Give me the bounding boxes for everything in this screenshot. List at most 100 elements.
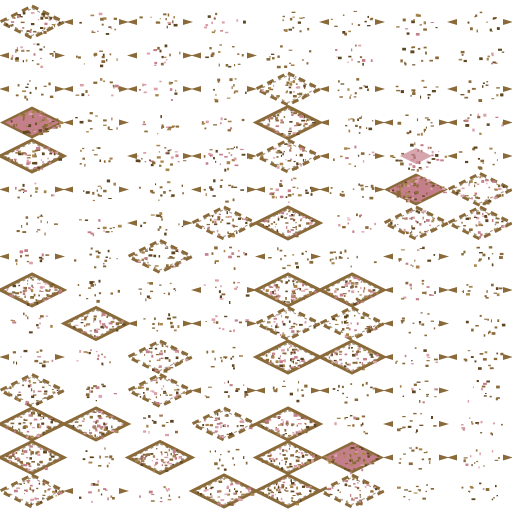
dirt-speck [419,424,424,426]
dirt-speck [11,320,15,322]
dirt-speck [411,227,416,230]
dirt-speck [311,122,313,125]
dirt-speck [32,129,34,132]
dirt-speck [412,322,415,324]
dirt-speck [371,354,373,358]
dirt-speck [166,489,170,491]
dirt-speck [149,249,154,251]
dirt-speck [165,488,167,490]
dirt-speck [357,118,359,121]
dirt-speck [461,486,464,489]
dirt-speck [36,487,39,490]
dirt-speck [236,286,238,289]
dirt-speck [10,21,15,23]
dirt-speck [211,350,215,353]
dirt-speck [283,116,286,118]
dirt-speck [475,422,480,424]
dirt-speck [215,94,217,96]
terrain-tile [76,50,118,68]
dirt-speck [153,469,155,473]
dirt-speck [47,157,49,160]
dirt-speck [348,290,351,292]
dirt-speck [494,459,499,461]
dirt-speck [25,86,29,88]
dirt-speck [310,193,313,196]
dirt-speck [303,17,305,19]
dirt-speck [296,424,298,427]
dirt-speck [305,250,307,253]
dirt-speck [402,426,406,428]
dirt-speck [357,24,361,26]
dirt-speck [219,298,224,300]
dirt-speck [17,150,21,152]
dirt-speck [339,353,342,355]
dirt-speck [403,183,407,186]
dirt-speck [479,11,483,14]
dirt-speck [277,149,281,153]
dirt-speck [170,321,173,325]
dirt-speck [243,456,245,459]
dirt-speck [37,423,40,426]
dirt-speck [27,283,29,285]
dirt-speck [30,384,32,387]
dirt-speck [423,46,427,49]
tile-outline [316,339,388,375]
dirt-speck [43,432,45,435]
dirt-speck [18,284,21,287]
dirt-speck [411,20,415,24]
dirt-speck [36,43,40,46]
dirt-speck [421,323,425,326]
dirt-speck [272,386,275,390]
dirt-speck [248,427,253,430]
terrain-tile [255,177,321,203]
dirt-speck [97,30,99,32]
dirt-speck [77,426,79,428]
dirt-speck [30,435,34,438]
dirt-speck [12,454,15,457]
dirt-speck [149,351,153,353]
dirt-speck [231,159,235,162]
dirt-speck [45,254,48,256]
dirt-speck [43,30,47,34]
dirt-speck [269,188,273,190]
dirt-speck [25,125,28,127]
dirt-speck [165,152,170,155]
dirt-speck [47,489,50,491]
dirt-speck [166,461,169,464]
dirt-speck [209,154,212,157]
dirt-speck [160,497,163,499]
dirt-speck [95,421,97,424]
dirt-speck [19,250,24,254]
terrain-tile [255,247,321,270]
dirt-speck [182,192,184,195]
dirt-speck [140,463,144,466]
dirt-speck [345,314,349,318]
dirt-speck [354,398,359,401]
dirt-speck [248,489,250,493]
dirt-speck [431,220,434,223]
dirt-speck [416,176,421,180]
edge-fragment [127,86,137,92]
dirt-speck [349,458,353,461]
dirt-speck [15,50,17,53]
dirt-speck [271,355,275,359]
dirt-speck [211,52,215,56]
dirt-speck [108,322,112,325]
dirt-speck [289,364,291,368]
dirt-speck [233,157,237,161]
dirt-speck [220,285,222,288]
dirt-speck [6,288,9,291]
dirt-speck [273,321,276,323]
dirt-speck [33,293,36,297]
dirt-speck [233,329,235,333]
dirt-speck [10,24,13,27]
dirt-speck [359,499,363,501]
dirt-speck [8,456,12,459]
dirt-speck [267,124,270,126]
dirt-speck [468,285,473,288]
dirt-speck [415,220,417,223]
dirt-speck [181,184,183,187]
dirt-speck [301,454,305,458]
dirt-speck [214,246,218,250]
dirt-speck [364,486,367,488]
